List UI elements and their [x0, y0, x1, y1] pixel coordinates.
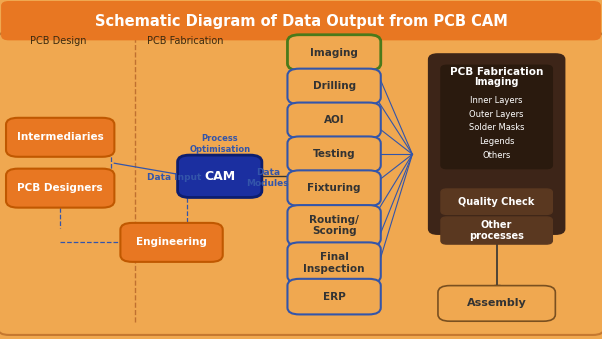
Text: Intermediaries: Intermediaries [17, 132, 104, 142]
FancyBboxPatch shape [441, 217, 553, 244]
Text: Data Input: Data Input [147, 174, 202, 182]
Text: Engineering: Engineering [136, 237, 207, 247]
Text: Others: Others [482, 151, 511, 160]
FancyBboxPatch shape [2, 2, 600, 40]
Text: PCB Fabrication: PCB Fabrication [450, 67, 544, 77]
FancyBboxPatch shape [288, 136, 381, 172]
Text: Assembly: Assembly [467, 298, 527, 308]
FancyBboxPatch shape [288, 68, 381, 104]
FancyBboxPatch shape [178, 155, 262, 197]
FancyBboxPatch shape [288, 279, 381, 315]
Text: Process
Optimisation: Process Optimisation [189, 134, 250, 154]
Text: AOI: AOI [324, 115, 344, 125]
FancyBboxPatch shape [438, 285, 555, 321]
Text: PCB Fabrication: PCB Fabrication [147, 36, 224, 45]
FancyBboxPatch shape [288, 205, 381, 246]
Text: Imaging: Imaging [310, 47, 358, 58]
Text: Outer Layers: Outer Layers [470, 110, 524, 119]
FancyBboxPatch shape [0, 32, 602, 335]
Text: Schematic Diagram of Data Output from PCB CAM: Schematic Diagram of Data Output from PC… [95, 14, 507, 29]
Text: Imaging: Imaging [474, 77, 519, 86]
Text: Drilling: Drilling [312, 81, 356, 92]
Text: Inner Layers: Inner Layers [470, 96, 523, 105]
Text: Quality Check: Quality Check [459, 197, 535, 207]
Text: Other
processes: Other processes [469, 220, 524, 241]
FancyBboxPatch shape [288, 102, 381, 138]
FancyBboxPatch shape [6, 169, 114, 207]
FancyBboxPatch shape [288, 171, 381, 206]
FancyBboxPatch shape [6, 118, 114, 157]
Text: CAM: CAM [204, 170, 235, 183]
FancyBboxPatch shape [120, 223, 223, 262]
Text: Final
Inspection: Final Inspection [303, 252, 365, 274]
Text: Solder Masks: Solder Masks [469, 123, 524, 133]
FancyBboxPatch shape [288, 35, 381, 71]
Text: Legends: Legends [479, 137, 514, 146]
FancyBboxPatch shape [441, 65, 553, 168]
Text: PCB Design: PCB Design [30, 36, 87, 45]
Text: PCB Designers: PCB Designers [17, 183, 103, 193]
Text: Fixturing: Fixturing [308, 183, 361, 193]
FancyBboxPatch shape [441, 189, 553, 215]
Text: Routing/
Scoring: Routing/ Scoring [309, 215, 359, 236]
FancyBboxPatch shape [288, 242, 381, 283]
FancyBboxPatch shape [429, 54, 564, 234]
Text: Data
Modules: Data Modules [247, 168, 289, 188]
Text: ERP: ERP [323, 292, 346, 302]
Text: Testing: Testing [313, 149, 355, 159]
